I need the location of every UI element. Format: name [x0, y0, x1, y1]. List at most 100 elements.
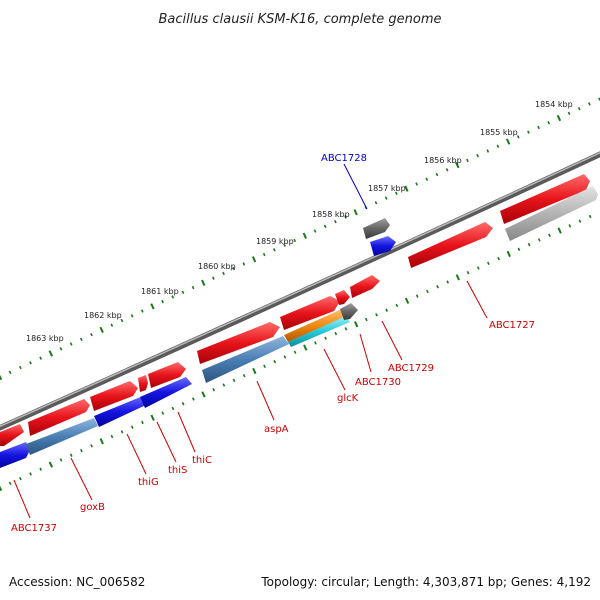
tick-major: [0, 485, 3, 492]
tick-minor: [344, 215, 347, 219]
tick-minor: [171, 295, 175, 299]
tick-major: [303, 344, 308, 351]
tick-minor: [537, 238, 541, 242]
gene-label-abc1729[interactable]: ABC1729: [388, 363, 434, 374]
tick-minor: [191, 397, 195, 401]
tick-minor: [425, 177, 429, 181]
tick-major: [48, 461, 54, 468]
gene-feature-red[interactable]: [197, 322, 280, 364]
tick-major: [99, 438, 104, 445]
tick-minor: [588, 102, 591, 106]
kbp-label: 1860 kbp: [198, 262, 236, 271]
gene-feature-red[interactable]: [408, 222, 493, 268]
leader-line: [381, 320, 403, 361]
tick-major: [404, 297, 410, 304]
tick-minor: [130, 314, 134, 318]
tick-major: [556, 114, 562, 122]
tick-minor: [212, 276, 215, 280]
tick-minor: [446, 280, 450, 284]
tick-minor: [212, 387, 216, 392]
tick-minor: [272, 248, 276, 252]
tick-minor: [313, 229, 317, 233]
gene-feature-red[interactable]: [148, 362, 186, 388]
tick-major: [353, 321, 359, 328]
gene-feature-steel[interactable]: [202, 336, 289, 383]
tick-minor: [191, 285, 195, 290]
gene-feature-steel[interactable]: [26, 418, 98, 455]
tick-minor: [486, 149, 490, 153]
gene-feature-red[interactable]: [350, 275, 380, 298]
tick-minor: [69, 342, 73, 346]
leader-line: [323, 348, 346, 391]
tick-major: [201, 391, 206, 398]
tick-minor: [476, 266, 480, 270]
tick-minor: [59, 347, 63, 351]
tick-minor: [496, 144, 500, 148]
gene-label-goxb[interactable]: goxB: [80, 502, 105, 513]
tick-minor: [568, 224, 572, 228]
tick-minor: [466, 158, 469, 163]
kbp-label: 1857 kbp: [368, 184, 406, 193]
gene-label-abc1727[interactable]: ABC1727: [489, 320, 535, 331]
tick-minor: [466, 270, 470, 275]
gene-feature-red[interactable]: [335, 290, 350, 305]
gene-feature-red[interactable]: [138, 375, 148, 392]
tick-major: [252, 367, 257, 375]
tick-minor: [90, 444, 93, 448]
tick-minor: [487, 261, 490, 266]
tick-major: [302, 232, 308, 239]
gene-label-thig[interactable]: thiG: [138, 477, 159, 488]
tick-minor: [8, 370, 12, 375]
tick-minor: [588, 214, 592, 219]
gene-feature-red[interactable]: [28, 399, 90, 436]
gene-feature-red[interactable]: [500, 174, 590, 224]
tick-minor: [333, 219, 337, 224]
gene-label-thic[interactable]: thiC: [192, 455, 212, 466]
tick-major: [557, 227, 562, 234]
genome-backbone: [0, 151, 600, 431]
kbp-label: 1861 kbp: [141, 287, 179, 296]
kbp-label: 1862 kbp: [84, 311, 122, 320]
gene-feature-lightgray[interactable]: [505, 186, 598, 241]
tick-minor: [293, 238, 297, 243]
gene-label-glck[interactable]: glcK: [337, 393, 359, 404]
tick-minor: [171, 406, 175, 411]
tick-minor: [476, 153, 480, 158]
gene-feature-red[interactable]: [280, 296, 340, 330]
tick-minor: [29, 361, 32, 365]
tick-layer: [0, 97, 600, 492]
tick-minor: [120, 430, 124, 434]
kbp-label: 1854 kbp: [535, 100, 573, 109]
gene-feature-orange[interactable]: [284, 309, 347, 342]
tick-minor: [527, 242, 531, 247]
gene-feature-blue[interactable]: [140, 377, 192, 408]
tick-minor: [577, 106, 581, 111]
gene-feature-red[interactable]: [90, 381, 138, 411]
tick-minor: [375, 313, 378, 317]
gene-feature-gray[interactable]: [363, 218, 390, 239]
tick-minor: [435, 172, 439, 177]
gene-label-abc1728[interactable]: ABC1728: [321, 153, 367, 164]
leader-line: [343, 163, 368, 210]
tick-minor: [80, 448, 83, 453]
gene-feature-cyan[interactable]: [288, 316, 350, 347]
tick-minor: [394, 191, 398, 196]
tick-minor: [140, 309, 144, 313]
leader-line: [359, 333, 372, 373]
gene-label-this[interactable]: thiS: [168, 465, 187, 476]
tick-minor: [181, 290, 185, 294]
tick-minor: [517, 247, 521, 252]
gene-feature-blue[interactable]: [370, 236, 396, 256]
tick-minor: [415, 182, 419, 186]
gene-feature-blue[interactable]: [94, 396, 148, 427]
leader-line: [126, 433, 147, 475]
kbp-labels: 1854 kbp 1855 kbp 1856 kbp 1857 kbp 1858…: [26, 100, 573, 343]
gene-label-abc1730[interactable]: ABC1730: [355, 377, 401, 388]
tick-minor: [130, 425, 134, 429]
gene-label-aspa[interactable]: aspA: [264, 424, 289, 435]
leader-line: [256, 380, 275, 421]
gene-feature-gray[interactable]: [340, 303, 358, 320]
gene-label-abc1737[interactable]: ABC1737: [11, 523, 57, 534]
gene-feature-blue[interactable]: [0, 442, 30, 468]
gene-feature-red[interactable]: [0, 424, 24, 446]
